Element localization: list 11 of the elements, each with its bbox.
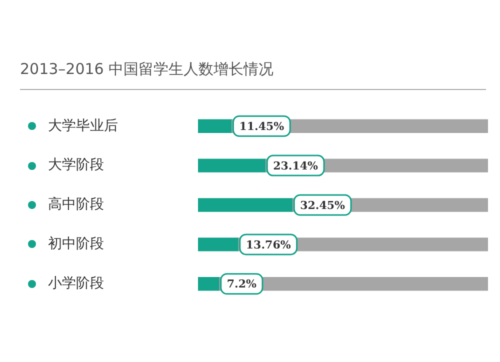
y-tick-label: 大学毕业后 — [48, 118, 118, 134]
y-tick-label: 高中阶段 — [48, 196, 104, 213]
y-tick-label: 大学阶段 — [48, 157, 104, 174]
chart-title: 2013–2016 中国留学生人数增长情况 — [19, 59, 275, 80]
data-label: 7.2% — [226, 278, 258, 291]
data-label: 23.14% — [273, 159, 319, 172]
data-label: 13.76% — [246, 238, 292, 252]
data-label: 11.45% — [239, 120, 285, 133]
y-tick-label: 初中阶段 — [48, 236, 104, 252]
data-label: 32.45% — [300, 198, 346, 212]
y-tick-label: 小学阶段 — [48, 276, 104, 292]
